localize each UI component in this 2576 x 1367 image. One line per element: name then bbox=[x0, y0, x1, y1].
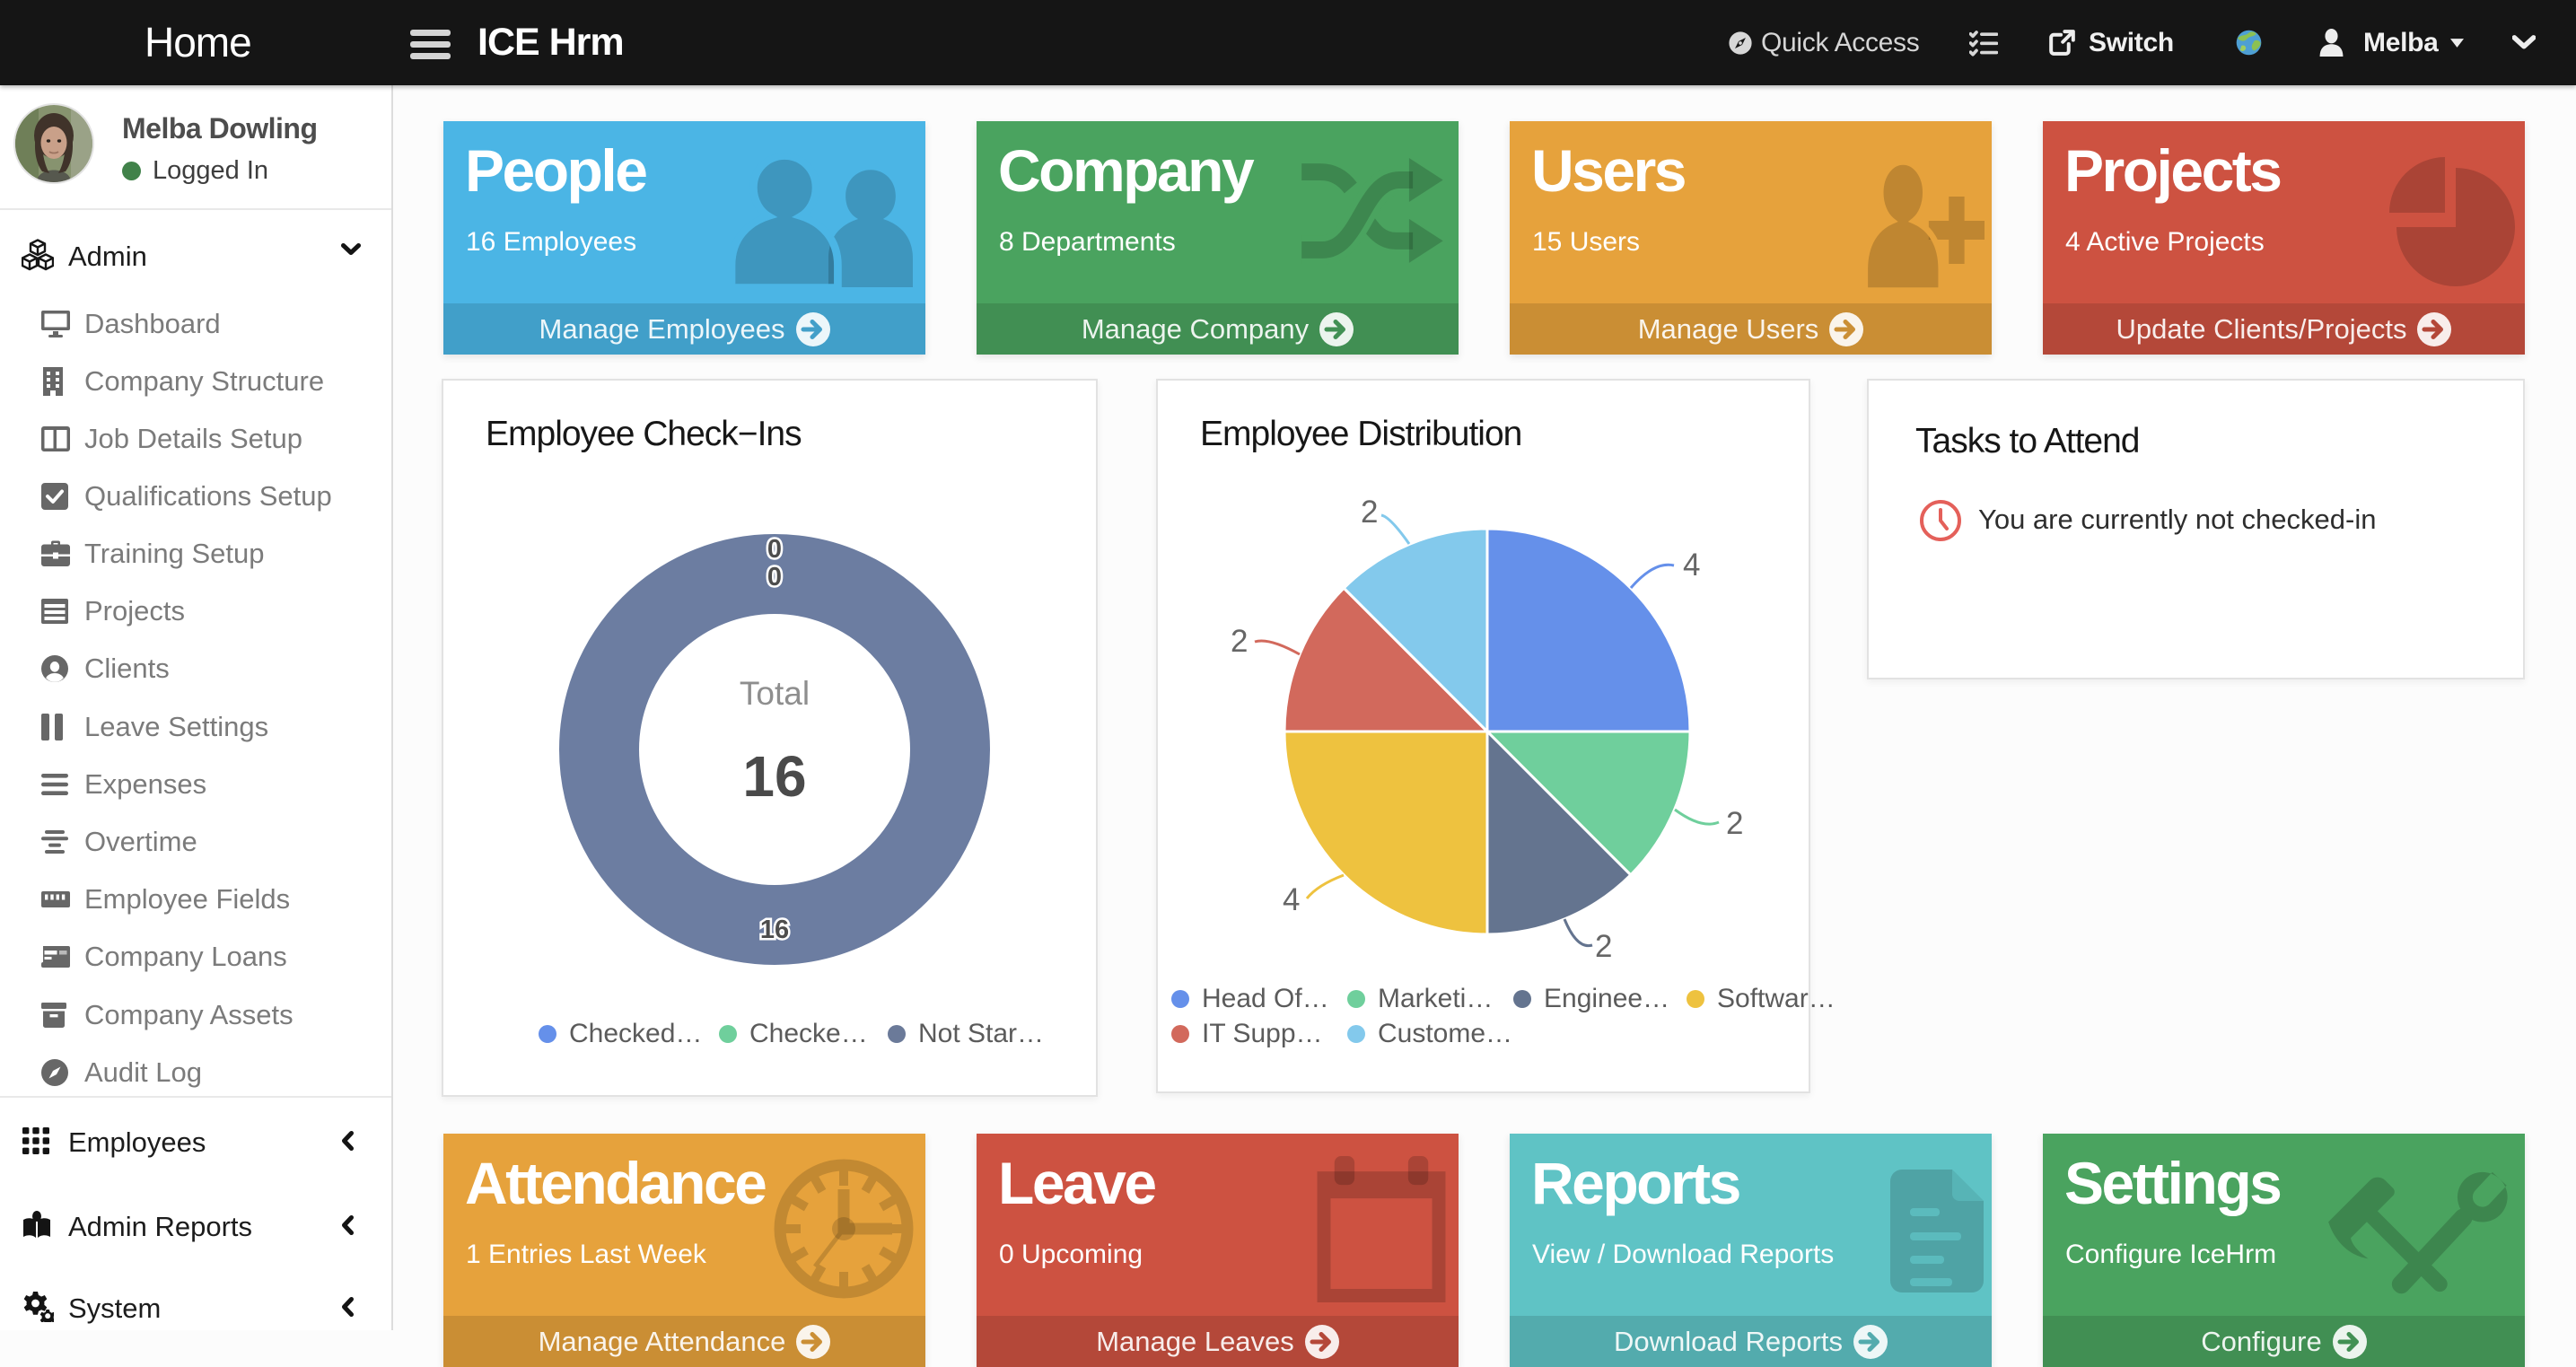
svg-text:Total: Total bbox=[740, 675, 810, 712]
svg-text:0: 0 bbox=[767, 535, 782, 564]
svg-text:2: 2 bbox=[1726, 806, 1743, 841]
svg-text:4: 4 bbox=[1283, 882, 1300, 917]
svg-text:16: 16 bbox=[760, 916, 789, 944]
svg-text:16: 16 bbox=[742, 744, 806, 809]
svg-text:2: 2 bbox=[1361, 495, 1378, 530]
svg-text:0: 0 bbox=[767, 563, 782, 591]
svg-text:4: 4 bbox=[1683, 548, 1700, 583]
svg-text:2: 2 bbox=[1595, 929, 1612, 964]
svg-text:2: 2 bbox=[1231, 624, 1248, 659]
